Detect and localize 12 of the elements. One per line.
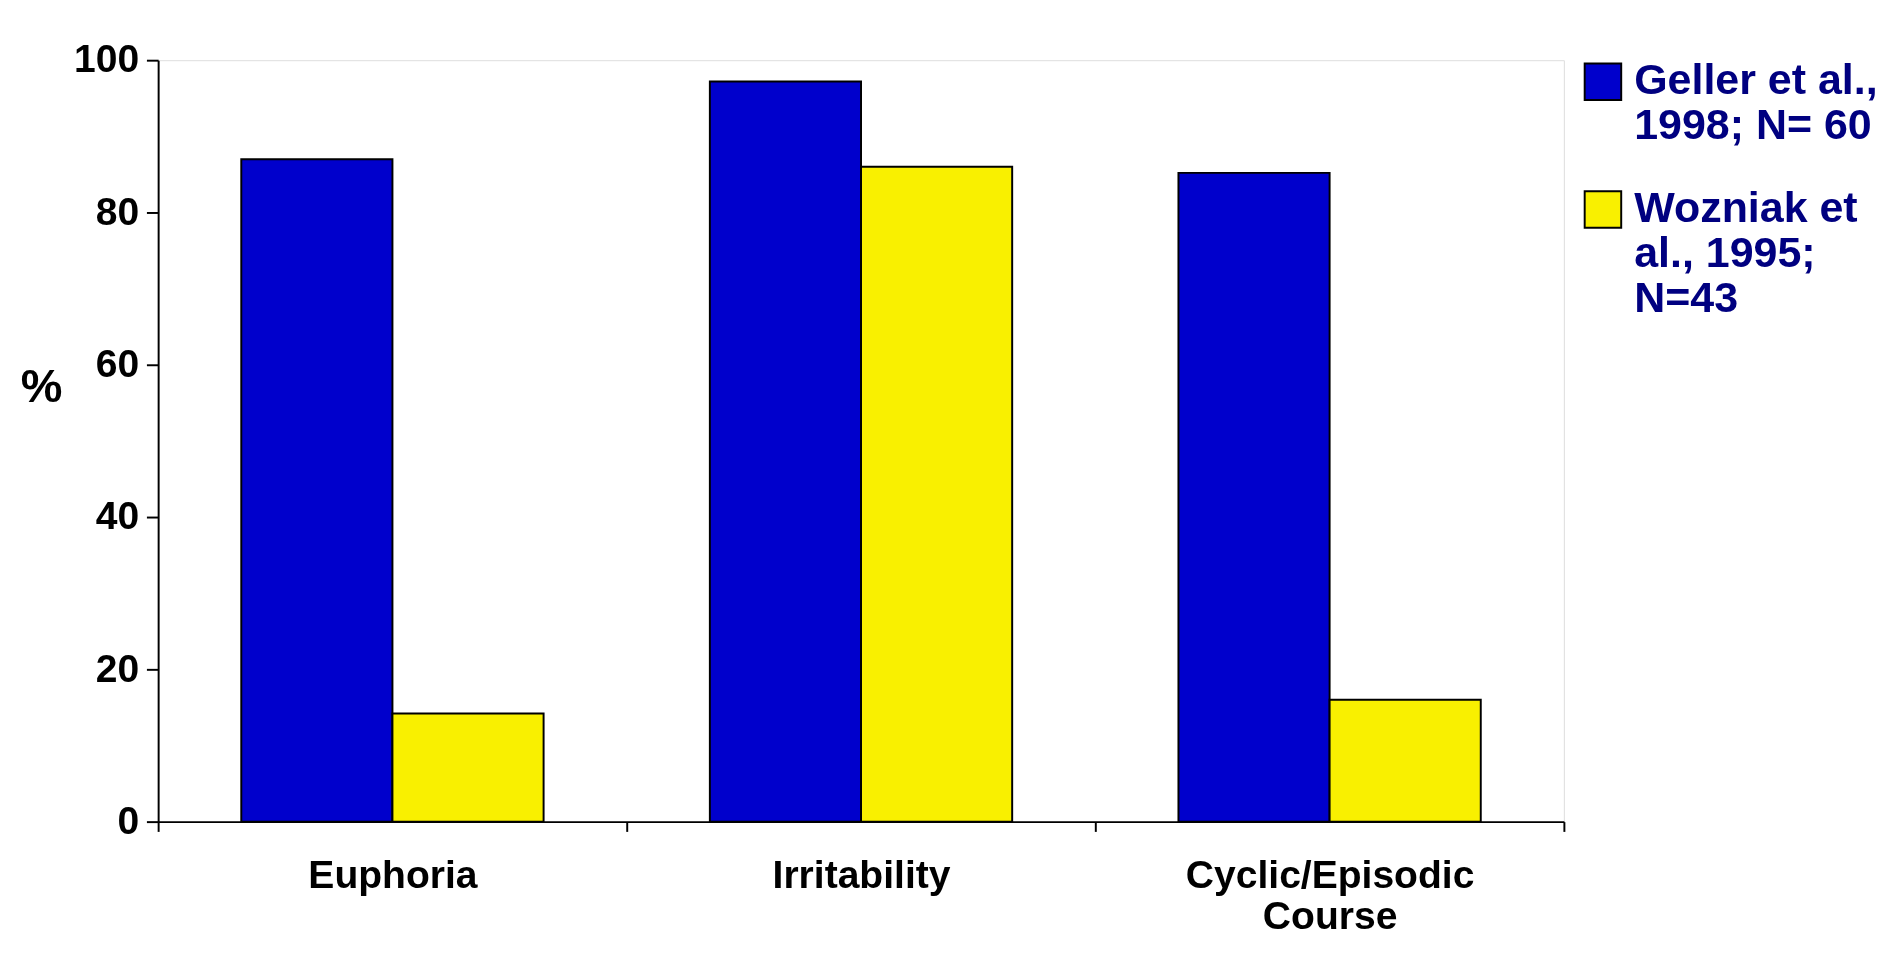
y-tick-label: 0 <box>117 798 140 842</box>
x-tick-label: Irritability <box>772 852 951 896</box>
y-tick-label: 20 <box>95 646 140 690</box>
legend-label: Wozniak et al., 1995; N=43 <box>1634 183 1858 322</box>
y-tick-label: 40 <box>95 494 140 538</box>
legend-label: Geller et al., 1998; N= 60 <box>1634 55 1878 149</box>
y-tick-label: 60 <box>95 341 140 385</box>
y-axis-title: % <box>20 360 63 413</box>
y-tick-label: 100 <box>73 37 140 81</box>
x-tick-label: Cyclic/Episodic Course <box>1185 852 1475 937</box>
x-tick-label: Euphoria <box>308 852 478 896</box>
y-tick-label: 80 <box>95 189 140 233</box>
